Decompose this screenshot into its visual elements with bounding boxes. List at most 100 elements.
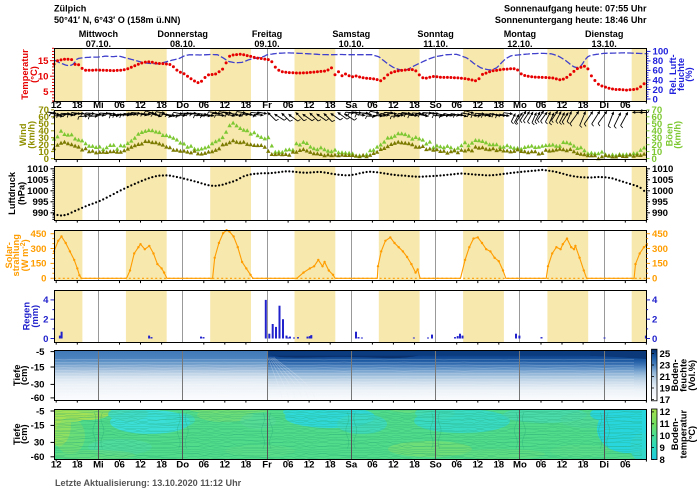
svg-text:0: 0 — [653, 94, 658, 105]
svg-text:60: 60 — [653, 66, 664, 77]
svg-text:17: 17 — [660, 395, 671, 406]
svg-text:-5: -5 — [36, 406, 45, 417]
svg-text:70: 70 — [652, 105, 663, 116]
svg-text:06: 06 — [283, 100, 294, 111]
svg-text:Solar-: Solar- — [4, 242, 14, 268]
svg-text:06: 06 — [620, 460, 631, 471]
svg-text:12: 12 — [388, 100, 399, 111]
svg-text:12: 12 — [472, 100, 483, 111]
svg-text:Sonnenaufgang heute: 07:55 Uhr: Sonnenaufgang heute: 07:55 Uhr — [504, 4, 647, 14]
svg-text:Boden-: Boden- — [670, 359, 680, 391]
svg-text:12: 12 — [557, 460, 568, 471]
svg-text:995: 995 — [32, 197, 49, 208]
svg-text:18: 18 — [325, 460, 336, 471]
svg-text:feuchte: feuchte — [679, 359, 689, 392]
svg-text:1005: 1005 — [652, 175, 674, 186]
svg-text:0: 0 — [652, 334, 657, 345]
svg-text:18: 18 — [493, 100, 504, 111]
svg-text:11.10.: 11.10. — [423, 39, 448, 49]
svg-text:21: 21 — [660, 372, 671, 383]
svg-text:15: 15 — [38, 56, 49, 67]
svg-text:11: 11 — [660, 419, 671, 430]
svg-text:(cm): (cm) — [19, 424, 29, 444]
svg-text:12: 12 — [304, 460, 315, 471]
svg-text:995: 995 — [652, 197, 669, 208]
svg-text:12: 12 — [135, 460, 146, 471]
svg-text:06: 06 — [536, 100, 547, 111]
svg-text:06: 06 — [198, 460, 209, 471]
svg-text:Letzte Aktualisierung: 13.10.2: Letzte Aktualisierung: 13.10.2020 11:12 … — [55, 478, 242, 488]
svg-text:1010: 1010 — [652, 164, 673, 175]
svg-text:06: 06 — [451, 460, 462, 471]
svg-text:06: 06 — [536, 460, 547, 471]
svg-text:06: 06 — [114, 460, 125, 471]
svg-text:12: 12 — [219, 460, 230, 471]
svg-text:feuchte: feuchte — [676, 58, 686, 91]
svg-text:1010: 1010 — [27, 164, 48, 175]
svg-text:990: 990 — [32, 208, 48, 219]
svg-text:Fr: Fr — [262, 460, 272, 471]
svg-text:70: 70 — [38, 105, 49, 116]
svg-text:Tiefe: Tiefe — [12, 423, 22, 445]
svg-text:50: 50 — [652, 119, 663, 130]
svg-text:40: 40 — [38, 126, 49, 137]
svg-text:(km/h): (km/h) — [27, 121, 37, 149]
svg-text:18: 18 — [578, 460, 589, 471]
svg-text:So: So — [429, 460, 441, 471]
svg-text:08.10.: 08.10. — [170, 39, 195, 49]
svg-text:(°C): (°C) — [687, 426, 697, 443]
svg-text:150: 150 — [30, 259, 46, 270]
svg-text:40: 40 — [653, 75, 664, 86]
svg-text:09.10.: 09.10. — [254, 39, 279, 49]
svg-text:Mi: Mi — [93, 100, 104, 111]
svg-text:strahlung: strahlung — [11, 234, 21, 277]
svg-text:20: 20 — [653, 85, 664, 96]
svg-text:(W m-2): (W m-2) — [20, 239, 30, 271]
svg-text:Sonnenuntergang heute: 18:46 U: Sonnenuntergang heute: 18:46 Uhr — [495, 15, 647, 25]
svg-text:07.10.: 07.10. — [86, 39, 111, 49]
svg-text:1000: 1000 — [27, 186, 48, 197]
svg-text:12: 12 — [472, 460, 483, 471]
svg-text:Mo: Mo — [513, 100, 527, 111]
svg-text:Mi: Mi — [93, 460, 104, 471]
svg-text:Wind: Wind — [18, 123, 28, 146]
svg-text:Temperatur: Temperatur — [20, 49, 30, 100]
svg-text:Di: Di — [599, 460, 609, 471]
svg-text:18: 18 — [156, 460, 167, 471]
svg-text:20: 20 — [38, 140, 49, 151]
svg-text:25: 25 — [660, 349, 671, 360]
svg-text:Mo: Mo — [513, 460, 527, 471]
svg-text:8: 8 — [660, 455, 666, 466]
svg-text:Donnerstag: Donnerstag — [157, 29, 208, 39]
svg-text:(cm): (cm) — [19, 365, 29, 385]
svg-text:Regen: Regen — [22, 302, 32, 331]
svg-text:450: 450 — [30, 229, 46, 240]
svg-text:18: 18 — [241, 460, 252, 471]
svg-text:12: 12 — [557, 100, 568, 111]
svg-text:1005: 1005 — [27, 175, 49, 186]
svg-text:Freitag: Freitag — [252, 29, 282, 39]
svg-text:20: 20 — [652, 140, 663, 151]
svg-text:2: 2 — [43, 315, 48, 326]
svg-text:06: 06 — [367, 460, 378, 471]
svg-text:Rel. Luft-: Rel. Luft- — [668, 54, 678, 94]
svg-text:12: 12 — [219, 100, 230, 111]
svg-text:06: 06 — [367, 100, 378, 111]
svg-text:Sa: Sa — [345, 100, 357, 111]
svg-text:50: 50 — [38, 119, 49, 130]
svg-text:Montag: Montag — [504, 29, 536, 39]
svg-text:-15: -15 — [31, 421, 46, 432]
svg-text:100: 100 — [653, 47, 669, 58]
svg-text:18: 18 — [241, 100, 252, 111]
svg-text:18: 18 — [325, 100, 336, 111]
svg-text:18: 18 — [72, 460, 83, 471]
svg-text:80: 80 — [653, 56, 664, 67]
svg-text:Sonntag: Sonntag — [417, 29, 453, 39]
svg-text:10.10.: 10.10. — [339, 39, 364, 49]
svg-text:Boden-: Boden- — [670, 418, 680, 450]
svg-text:18: 18 — [493, 460, 504, 471]
svg-text:-60: -60 — [31, 452, 45, 463]
svg-text:19: 19 — [660, 383, 671, 394]
svg-text:12.10.: 12.10. — [507, 39, 532, 49]
svg-text:Fr: Fr — [262, 100, 272, 111]
